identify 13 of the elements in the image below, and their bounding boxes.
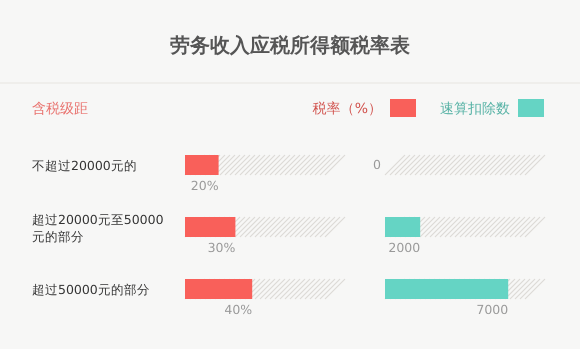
y-tick-label: 不超过20000元的: [32, 158, 137, 173]
y-tick-label: 超过20000元至50000元的部分: [32, 212, 164, 244]
data-label: 0: [373, 157, 382, 172]
legend-label: 速算扣除数: [440, 101, 510, 117]
y-tick-label: 超过50000元的部分: [32, 282, 150, 297]
legend-label: 税率（%）: [312, 101, 382, 117]
data-label: 2000: [388, 240, 420, 255]
chart-title: 劳务收入应税所得额税率表: [170, 33, 410, 57]
data-label: 40%: [224, 302, 252, 317]
data-label: 7000: [476, 302, 508, 317]
data-label: 20%: [190, 178, 219, 193]
y-axis-title: 含税级距: [32, 101, 88, 117]
data-label: 30%: [208, 240, 236, 255]
